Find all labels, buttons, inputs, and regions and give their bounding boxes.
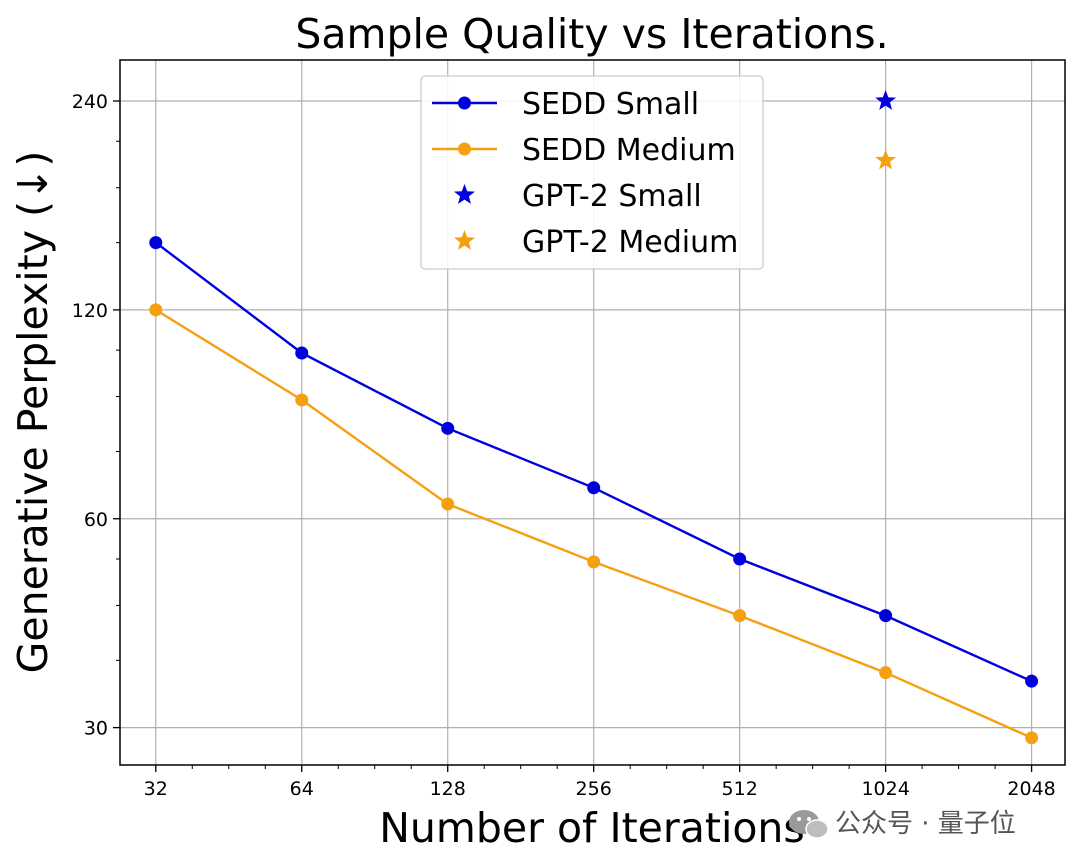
- y-tick-label: 60: [84, 509, 108, 531]
- legend-box: [420, 75, 764, 270]
- sedd-small-point: [1025, 674, 1039, 688]
- sedd-medium-point: [587, 555, 601, 569]
- sedd-medium-point: [1025, 731, 1039, 745]
- watermark: 公众号 · 量子位: [789, 809, 1016, 839]
- legend-marker-gpt-2-small: [454, 184, 475, 204]
- sedd-medium-point: [149, 303, 163, 317]
- legend-marker-sedd-medium: [458, 142, 471, 156]
- sedd-small-point: [587, 481, 601, 495]
- sedd-small-point: [733, 552, 747, 566]
- legend-label-gpt-2-medium: GPT-2 Medium: [522, 225, 738, 260]
- sedd-small-point: [295, 346, 309, 360]
- legend-label-gpt-2-small: GPT-2 Small: [522, 179, 702, 214]
- gpt-2-medium-star: [875, 149, 897, 170]
- legend-marker-gpt-2-medium: [454, 230, 475, 250]
- y-axis-label: Generative Perplexity (↓): [9, 151, 57, 674]
- watermark-text: 公众号 · 量子位: [835, 809, 1016, 839]
- x-tick-label: 128: [430, 778, 466, 800]
- sedd-medium-point: [879, 666, 893, 680]
- y-tick-label: 30: [84, 718, 108, 740]
- sedd-small-point: [879, 609, 893, 623]
- y-tick-label: 120: [72, 300, 108, 322]
- x-tick-label: 1024: [861, 778, 909, 800]
- ticks: 32 64 128 256 512 1024 2048 30 60 120 240: [72, 91, 1056, 800]
- gpt-2-small-star: [875, 90, 897, 110]
- plot-frame: [119, 59, 1066, 766]
- series-layer: [149, 90, 1039, 745]
- sedd-medium-point: [733, 609, 747, 623]
- sedd-medium-point: [441, 497, 455, 511]
- legend-marker-sedd-small: [458, 96, 471, 110]
- x-tick-label: 64: [290, 778, 314, 800]
- x-axis-label: Number of Iterations: [379, 804, 805, 852]
- sedd-small-point: [441, 421, 455, 435]
- chart-title: Sample Quality vs Iterations.: [295, 10, 888, 58]
- x-tick-label: 512: [722, 778, 758, 800]
- x-tick-label: 32: [144, 778, 168, 800]
- x-tick-label: 2048: [1007, 778, 1055, 800]
- y-tick-label: 240: [72, 91, 108, 113]
- x-tick-label: 256: [576, 778, 612, 800]
- sedd-small-point: [149, 236, 163, 250]
- legend-label-sedd-small: SEDD Small: [522, 87, 699, 122]
- sedd-medium-point: [295, 393, 309, 407]
- wechat-icon: [789, 810, 829, 839]
- legend-label-sedd-medium: SEDD Medium: [522, 133, 736, 168]
- legend: SEDD Small SEDD Medium GPT-2 Small GPT-2 Me…: [420, 75, 764, 270]
